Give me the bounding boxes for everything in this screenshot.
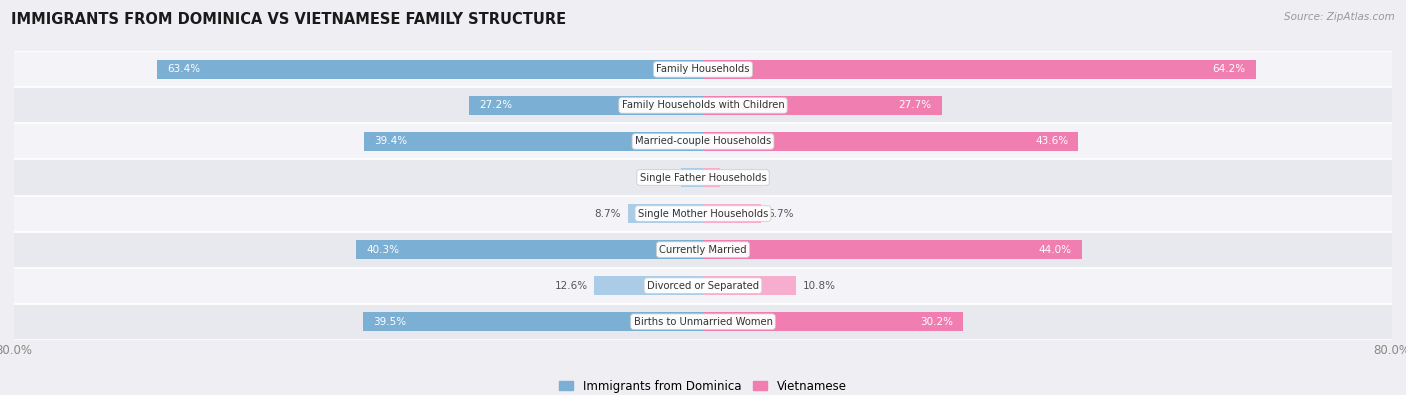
Text: 2.5%: 2.5% — [648, 173, 675, 182]
Bar — [682, 168, 703, 187]
Bar — [628, 204, 703, 223]
Bar — [356, 240, 703, 259]
Bar — [14, 231, 1392, 268]
Text: Currently Married: Currently Married — [659, 245, 747, 255]
Bar — [703, 240, 1083, 259]
Bar — [14, 160, 1392, 196]
Bar — [703, 204, 761, 223]
Text: Married-couple Households: Married-couple Households — [636, 136, 770, 147]
Bar — [468, 96, 703, 115]
Bar — [364, 132, 703, 151]
Text: 12.6%: 12.6% — [554, 280, 588, 291]
Text: IMMIGRANTS FROM DOMINICA VS VIETNAMESE FAMILY STRUCTURE: IMMIGRANTS FROM DOMINICA VS VIETNAMESE F… — [11, 12, 567, 27]
Bar — [703, 132, 1078, 151]
Text: 2.0%: 2.0% — [727, 173, 754, 182]
Text: Divorced or Separated: Divorced or Separated — [647, 280, 759, 291]
Bar — [14, 304, 1392, 340]
Text: Births to Unmarried Women: Births to Unmarried Women — [634, 317, 772, 327]
Bar — [595, 276, 703, 295]
Text: 39.4%: 39.4% — [374, 136, 408, 147]
Text: 63.4%: 63.4% — [167, 64, 201, 74]
Text: 30.2%: 30.2% — [920, 317, 953, 327]
Text: Source: ZipAtlas.com: Source: ZipAtlas.com — [1284, 12, 1395, 22]
Bar — [703, 276, 796, 295]
Text: 27.7%: 27.7% — [898, 100, 931, 111]
Bar — [363, 312, 703, 331]
Bar — [14, 268, 1392, 304]
Text: 10.8%: 10.8% — [803, 280, 837, 291]
Text: Family Households with Children: Family Households with Children — [621, 100, 785, 111]
Text: 43.6%: 43.6% — [1035, 136, 1069, 147]
Text: 39.5%: 39.5% — [373, 317, 406, 327]
Text: 8.7%: 8.7% — [595, 209, 621, 218]
Text: Single Father Households: Single Father Households — [640, 173, 766, 182]
Bar — [14, 196, 1392, 231]
Text: Family Households: Family Households — [657, 64, 749, 74]
Bar — [703, 96, 942, 115]
Text: 6.7%: 6.7% — [768, 209, 794, 218]
Text: 40.3%: 40.3% — [367, 245, 399, 255]
Bar — [703, 312, 963, 331]
Text: 44.0%: 44.0% — [1039, 245, 1071, 255]
Text: Single Mother Households: Single Mother Households — [638, 209, 768, 218]
Bar — [157, 60, 703, 79]
Bar — [703, 168, 720, 187]
Text: 64.2%: 64.2% — [1212, 64, 1246, 74]
Bar — [14, 87, 1392, 123]
Bar — [703, 60, 1256, 79]
Text: 27.2%: 27.2% — [479, 100, 512, 111]
Legend: Immigrants from Dominica, Vietnamese: Immigrants from Dominica, Vietnamese — [554, 375, 852, 395]
Bar — [14, 51, 1392, 87]
Bar — [14, 123, 1392, 160]
